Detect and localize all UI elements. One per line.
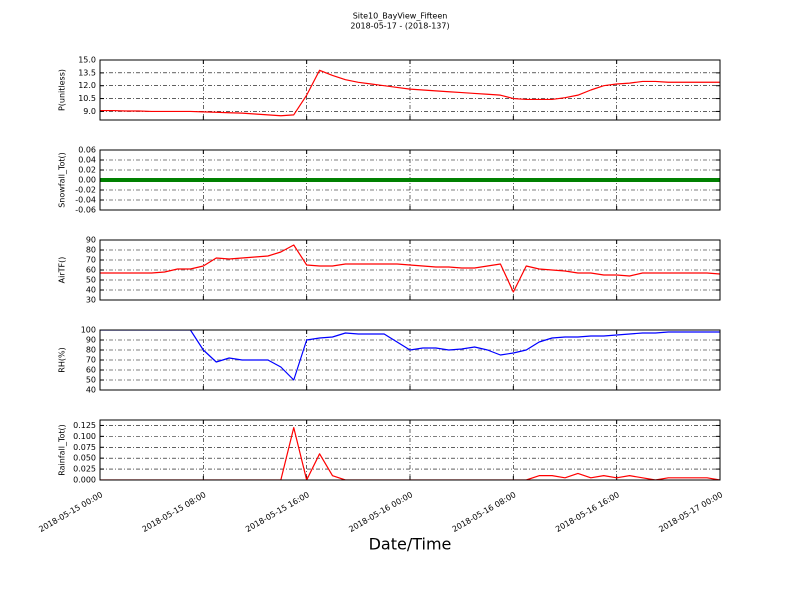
y-tick-label: -0.06: [75, 206, 96, 215]
panel: 9.0 10.5 12.0 13.5 15.0 P(unitless): [58, 56, 721, 121]
y-tick-label: 15.0: [78, 56, 96, 65]
y-tick-label: 70: [86, 356, 96, 365]
y-tick-label: 50: [86, 276, 96, 285]
y-tick-label: 9.0: [83, 107, 96, 116]
y-tick-label: 12.0: [78, 81, 96, 90]
y-tick-label: 0.00: [78, 176, 96, 185]
chart-title: Site10_BayView_Fifteen: [353, 12, 448, 21]
y-tick-label: 0.075: [73, 443, 96, 452]
y-tick-label: 13.5: [78, 68, 96, 77]
y-tick-label: 70: [86, 256, 96, 265]
y-tick-label: 40: [86, 386, 96, 395]
y-tick-label: 0.050: [73, 454, 96, 463]
y-tick-label: 0.100: [73, 432, 96, 441]
panel: -0.06-0.04-0.020.000.020.040.06 Snowfall_…: [58, 146, 721, 215]
plot-frame: [99, 59, 721, 121]
y-tick-label: 80: [86, 346, 96, 355]
y-tick-label: 0.125: [73, 421, 96, 430]
y-tick-label: 0.06: [78, 146, 96, 155]
y-tick-label: 10.5: [78, 94, 96, 103]
y-tick-label: 90: [86, 336, 96, 345]
y-tick-label: 90: [86, 236, 96, 245]
plot-frame: [99, 239, 721, 301]
y-tick-label: -0.02: [75, 186, 96, 195]
plot-frame: [99, 419, 721, 481]
y-axis-label: Snowfall_Tot(): [58, 152, 67, 208]
y-tick-label: 0.025: [73, 465, 96, 474]
y-axis-label: RH(%): [58, 347, 67, 372]
y-axis-label: AirTF(): [58, 257, 67, 284]
data-line: [100, 69, 720, 117]
x-axis-label: Date/Time: [369, 535, 452, 554]
y-axis-label: Rainfall_Tot(): [58, 424, 67, 476]
y-tick-label: 0.02: [78, 166, 96, 175]
y-tick-label: 0.04: [78, 156, 96, 165]
data-line: [100, 427, 720, 480]
y-axis-label: P(unitless): [58, 69, 67, 111]
y-tick-label: 30: [86, 296, 96, 305]
data-line: [100, 244, 720, 293]
plot-frame: [99, 329, 721, 391]
y-tick-label: 100: [81, 326, 96, 335]
chart-subtitle: 2018-05-17 - (2018-137): [350, 22, 449, 31]
y-tick-label: 60: [86, 266, 96, 275]
y-tick-label: 60: [86, 366, 96, 375]
y-tick-label: -0.04: [75, 196, 96, 205]
y-tick-label: 40: [86, 286, 96, 295]
y-tick-label: 80: [86, 246, 96, 255]
data-line: [100, 330, 720, 381]
y-tick-label: 50: [86, 376, 96, 385]
y-tick-label: 0.000: [73, 476, 96, 485]
plot-frame: [99, 149, 721, 211]
